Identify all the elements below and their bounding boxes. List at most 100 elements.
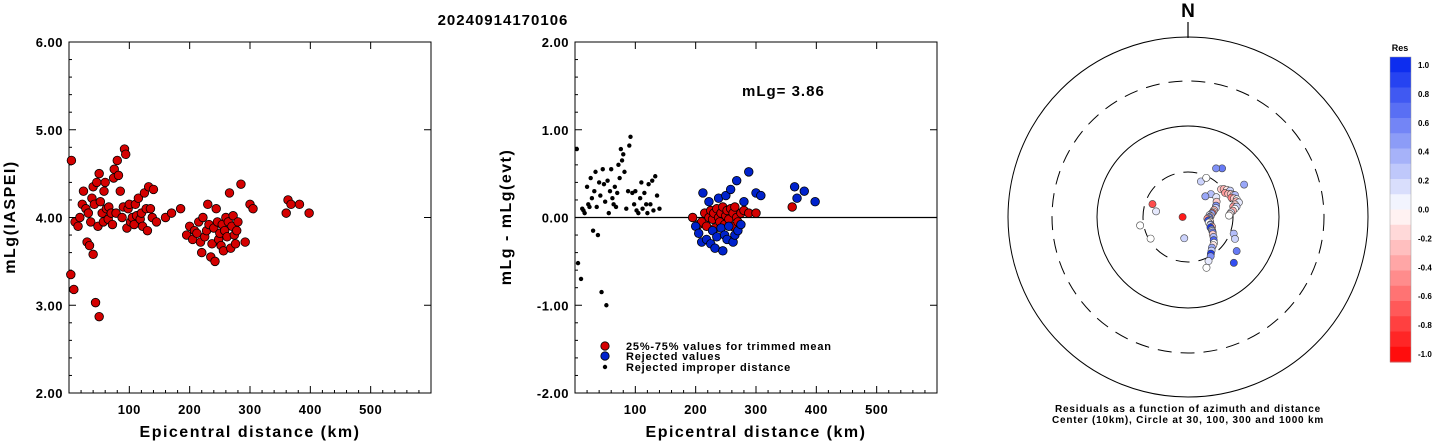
data-point xyxy=(145,204,156,214)
data-point xyxy=(90,297,101,308)
colorbar-tick-label: 1.0 xyxy=(1418,61,1430,70)
data-point xyxy=(121,149,131,160)
data-point-improper xyxy=(650,178,655,183)
polar-data-points xyxy=(1136,164,1249,272)
data-point xyxy=(133,193,144,203)
data-point-improper xyxy=(657,206,662,211)
polar-data-point xyxy=(1240,180,1249,189)
legend-label-improper: Rejected improper distance xyxy=(626,362,791,374)
left-y-ticks: 2.00 3.00 4.00 5.00 6.00 xyxy=(36,35,431,401)
data-point-improper xyxy=(582,210,587,216)
polar-caption-line1: Residuals as a function of azimuth and d… xyxy=(1055,404,1321,415)
legend-marker-rejected xyxy=(600,351,610,361)
data-point xyxy=(86,217,96,227)
data-point xyxy=(787,202,797,212)
data-point-improper xyxy=(617,175,622,181)
data-point xyxy=(207,239,217,249)
data-point-improper xyxy=(628,134,633,139)
x-tick-label: 500 xyxy=(865,402,888,417)
legend-marker-improper xyxy=(602,364,608,370)
data-point xyxy=(240,237,250,247)
data-point-rejected xyxy=(718,246,728,256)
colorbar-swatch xyxy=(1390,316,1411,332)
data-point xyxy=(83,208,94,218)
data-point xyxy=(73,221,83,231)
colorbar-tick-label: -0.2 xyxy=(1418,234,1432,243)
y-tick-label: 0.00 xyxy=(542,211,569,226)
data-point-improper xyxy=(642,190,647,196)
data-point xyxy=(94,311,104,322)
data-point-rejected xyxy=(810,197,820,207)
polar-data-point xyxy=(1180,234,1189,243)
colorbar-tick-label: 0.4 xyxy=(1418,148,1430,157)
polar-data-point xyxy=(1202,173,1211,182)
data-point xyxy=(233,217,243,227)
colorbar-swatch xyxy=(1390,148,1411,165)
middle-x-ticks: 100 200 300 400 500 xyxy=(586,42,926,417)
colorbar-swatch xyxy=(1390,57,1411,73)
colorbar-swatch xyxy=(1390,301,1411,317)
data-point-rejected xyxy=(736,219,746,230)
colorbar-swatch xyxy=(1390,240,1411,256)
ring-100km xyxy=(1096,125,1280,309)
data-point-rejected xyxy=(744,167,754,177)
left-x-axis-label: Epicentral distance (km) xyxy=(140,424,361,441)
data-point-rejected xyxy=(789,182,800,192)
x-tick-label: 200 xyxy=(684,402,707,417)
figure-title: 20240914170106 xyxy=(438,12,569,29)
x-tick-label: 500 xyxy=(359,402,382,417)
magnitude-annotation: mLg= 3.86 xyxy=(742,83,825,100)
data-point-improper xyxy=(601,181,607,187)
ring-300km xyxy=(1051,80,1325,354)
data-point xyxy=(92,177,102,188)
data-point xyxy=(228,211,238,221)
colorbar-tick-label: 0.2 xyxy=(1418,177,1430,186)
legend-marker-used xyxy=(600,341,610,351)
data-point xyxy=(236,179,246,189)
data-point xyxy=(148,184,159,195)
data-point-rejected xyxy=(725,184,736,195)
colorbar-swatch xyxy=(1390,255,1411,271)
colorbar-swatch xyxy=(1390,72,1411,88)
data-point xyxy=(112,155,122,166)
data-point-improper xyxy=(609,167,614,172)
colorbar-tick-label: -1.0 xyxy=(1418,350,1432,359)
polar-data-point xyxy=(1178,213,1187,221)
data-point-improper xyxy=(645,210,650,216)
data-point-improper xyxy=(640,206,645,211)
polar-chart: N Residuals as a function of azimuth and… xyxy=(1007,1,1369,426)
left-x-ticks: 100 200 300 400 500 xyxy=(80,42,420,417)
colorbar-swatch xyxy=(1390,346,1411,363)
data-point xyxy=(687,212,698,223)
data-point-improper xyxy=(616,162,621,168)
data-point-improper xyxy=(648,202,653,207)
data-point-improper xyxy=(602,199,608,204)
colorbar-tick-label: 0.0 xyxy=(1418,206,1430,215)
data-point-rejected xyxy=(724,221,734,231)
colorbar-swatch xyxy=(1390,133,1411,149)
data-point-improper xyxy=(606,210,611,216)
polar-data-point xyxy=(1225,211,1233,220)
colorbar-tick-label: -0.6 xyxy=(1418,292,1432,301)
polar-data-point xyxy=(1212,164,1220,173)
data-point-improper xyxy=(615,190,620,196)
data-point xyxy=(232,225,242,236)
data-point xyxy=(151,217,162,227)
data-point-improper xyxy=(643,202,649,207)
y-tick-label: -1.00 xyxy=(537,298,569,313)
data-point-improper xyxy=(625,188,631,194)
colorbar-swatch xyxy=(1390,331,1411,348)
polar-data-point xyxy=(1152,207,1160,216)
colorbar-swatch xyxy=(1390,118,1411,134)
y-tick-label: 5.00 xyxy=(36,123,63,138)
colorbar-swatch xyxy=(1390,194,1411,210)
data-point-improper xyxy=(575,260,581,266)
data-point xyxy=(78,186,89,196)
data-point-improper xyxy=(589,195,595,201)
data-point xyxy=(117,212,127,223)
data-point-improper xyxy=(605,178,610,183)
data-point-rejected xyxy=(693,228,704,238)
data-point-improper xyxy=(593,169,598,175)
data-point xyxy=(100,177,110,188)
colorbar-tick-label: 0.6 xyxy=(1418,119,1430,128)
